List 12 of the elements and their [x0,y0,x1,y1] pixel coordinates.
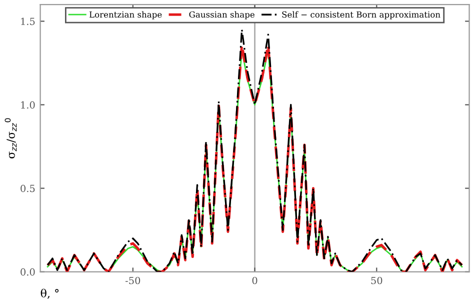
legend-label: Self − consistent Born approximation [282,11,440,20]
y-tick-label: 1.0 [21,101,35,109]
legend-label: Gaussian shape [189,11,254,20]
x-axis-title: θ, ° [40,288,59,299]
x-tick-label: 0 [252,276,258,284]
y-axis-title: σ$_{zz}$/σ$_{zz}$$^{0}$ [4,118,17,158]
x-tick-label: 50 [371,276,382,284]
legend-label: Lorentzian shape [89,11,162,20]
y-tick-label: 0.5 [20,184,35,192]
y-tick-label: 1.5 [21,18,35,26]
y-tick-label: 0.0 [20,268,35,276]
x-tick-label: -50 [126,276,140,284]
